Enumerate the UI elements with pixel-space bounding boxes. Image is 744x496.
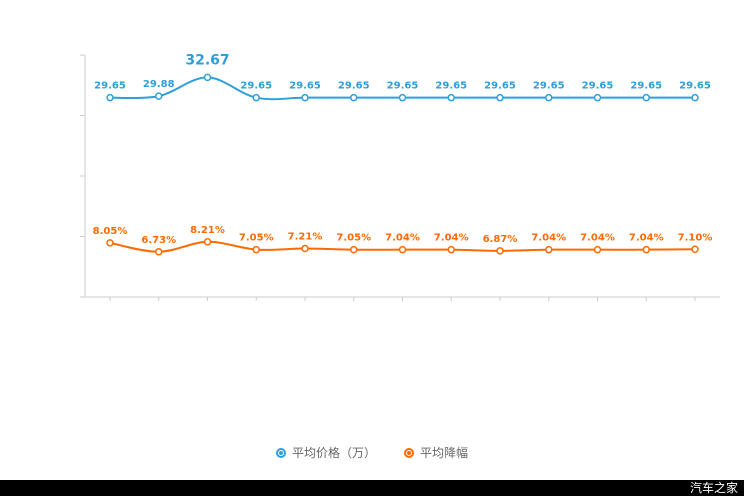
data-label: 29.65 — [240, 81, 272, 92]
data-point[interactable] — [155, 248, 163, 256]
data-point[interactable] — [252, 245, 260, 254]
data-point[interactable] — [642, 93, 650, 102]
legend-label-price: 平均价格（万） — [291, 446, 376, 460]
data-label: 29.88 — [143, 79, 175, 90]
price-series-icon — [275, 447, 286, 458]
data-point[interactable] — [106, 93, 114, 102]
data-point[interactable] — [593, 93, 602, 102]
data-point[interactable] — [691, 93, 699, 102]
data-label: 8.21% — [190, 225, 225, 236]
data-label: 29.65 — [338, 81, 370, 92]
data-label: 7.04% — [531, 233, 566, 244]
data-label: 29.65 — [679, 81, 711, 92]
data-point[interactable] — [301, 244, 309, 253]
data-point[interactable] — [545, 245, 553, 254]
data-label: 7.04% — [629, 233, 664, 244]
data-point[interactable] — [496, 247, 504, 255]
discount-series-icon — [404, 447, 414, 458]
data-point[interactable] — [155, 92, 163, 100]
data-label: 29.65 — [484, 81, 516, 92]
data-label: 6.87% — [483, 234, 518, 245]
data-label: 32.67 — [185, 52, 229, 68]
data-label: 7.05% — [336, 233, 371, 244]
data-label: 8.05% — [93, 226, 128, 237]
legend-label-discount: 平均降幅 — [420, 446, 469, 460]
data-point[interactable] — [350, 93, 358, 102]
data-point[interactable] — [545, 93, 553, 102]
legend-item-discount[interactable]: 平均降幅 — [404, 444, 468, 461]
data-label: 29.65 — [533, 81, 565, 92]
data-label: 29.65 — [435, 81, 467, 92]
data-point[interactable] — [642, 245, 650, 254]
data-label: 29.65 — [289, 81, 321, 92]
chart-legend: 平均价格（万） 平均降幅 — [0, 444, 744, 461]
data-label: 7.10% — [678, 232, 713, 243]
data-point[interactable] — [447, 93, 455, 102]
data-point[interactable] — [593, 245, 602, 254]
data-point[interactable] — [203, 73, 212, 82]
data-label: 29.65 — [582, 81, 614, 92]
data-label: 7.05% — [239, 233, 274, 244]
data-label: 7.04% — [385, 233, 420, 244]
data-point[interactable] — [398, 245, 407, 254]
data-label: 7.21% — [288, 232, 323, 243]
data-label: 7.04% — [434, 233, 469, 244]
data-point[interactable] — [447, 245, 455, 254]
watermark-text: 汽车之家 — [689, 481, 738, 495]
legend-item-price[interactable]: 平均价格（万） — [275, 444, 376, 461]
data-point[interactable] — [350, 245, 358, 254]
line-chart: 29.65 29.88 32.67 29.65 29.65 29.65 29.65 29.65… — [80, 52, 720, 301]
data-point[interactable] — [398, 93, 407, 102]
data-point[interactable] — [496, 93, 504, 102]
data-label: 29.65 — [387, 81, 419, 92]
data-point[interactable] — [252, 93, 260, 102]
data-label: 6.73% — [141, 235, 176, 246]
data-point[interactable] — [691, 245, 699, 254]
watermark-bar: 汽车之家 — [0, 480, 744, 496]
data-label: 29.65 — [630, 81, 662, 92]
data-point[interactable] — [301, 93, 309, 102]
data-label: 7.04% — [580, 233, 615, 244]
data-point[interactable] — [106, 239, 114, 247]
data-label: 29.65 — [94, 81, 126, 92]
data-point[interactable] — [203, 238, 212, 246]
